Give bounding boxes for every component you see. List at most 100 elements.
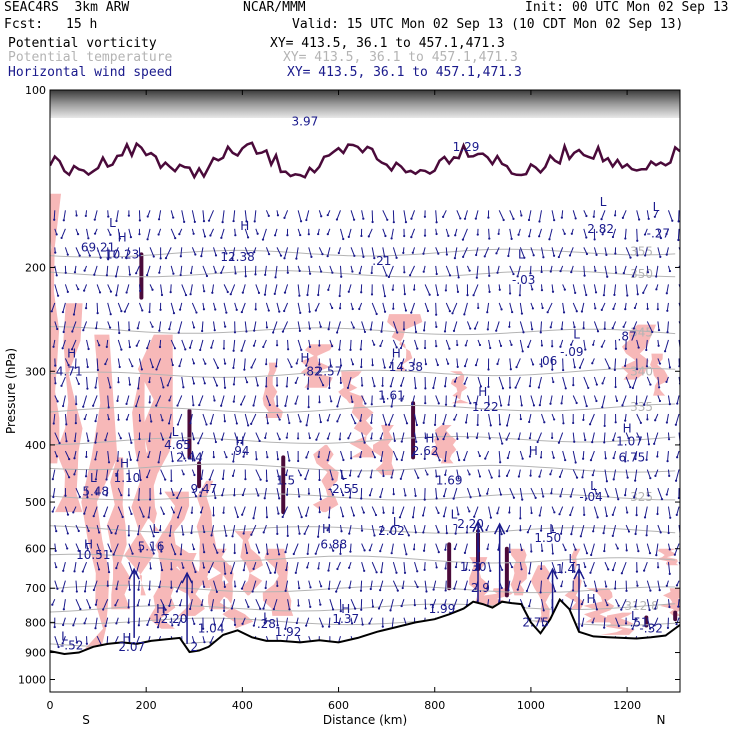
wind-vector-head [392, 493, 395, 496]
wind-vector-head [549, 270, 552, 273]
wind-vector-head [668, 403, 671, 406]
wind-vector-head [328, 625, 331, 628]
wind-vector-head [129, 236, 133, 239]
wind-vector [86, 247, 91, 256]
wind-vector-head [294, 571, 297, 574]
wind-vector-head [336, 405, 339, 408]
wind-vector-head [241, 513, 244, 516]
wind-vector-head [461, 238, 465, 241]
wind-vector [190, 265, 193, 274]
wind-vector-head [611, 327, 614, 330]
wind-vector-head [319, 498, 322, 501]
wind-vector-head [444, 289, 447, 292]
wind-vector-head [331, 608, 335, 611]
wind-vector-head [178, 233, 181, 236]
wind-vector [54, 284, 59, 296]
wind-vector [456, 284, 459, 292]
wind-vector-head [283, 309, 286, 313]
x-tick-label: 1000 [517, 699, 545, 712]
wind-vector-head [320, 585, 323, 588]
wind-vector [54, 580, 58, 589]
wind-vector [349, 580, 352, 588]
wind-speed-label: 4.65 [164, 438, 191, 452]
wind-vector-head [159, 528, 162, 532]
wind-vector-head [246, 236, 250, 239]
wind-vector [507, 247, 511, 257]
wind-vector [315, 302, 320, 311]
wind-vector [86, 339, 90, 350]
wind-vector-head [442, 515, 446, 518]
wind-vector-head [657, 344, 660, 347]
wind-vector-head [203, 290, 206, 293]
wind-vector-head [250, 533, 253, 536]
wind-vector-head [360, 365, 363, 369]
wind-vector [551, 247, 555, 256]
wind-vector-head [564, 548, 567, 552]
wind-vector-head [574, 548, 577, 551]
wind-vector [178, 321, 183, 333]
wind-vector-head [164, 257, 168, 260]
wind-speed-label: .21 [372, 254, 391, 268]
wind-vector-head [624, 308, 627, 311]
wind-vector-head [130, 512, 133, 516]
wind-vector [360, 580, 363, 591]
wind-vector-head [245, 551, 249, 555]
wind-vector-head [254, 308, 257, 311]
wind-vector [550, 395, 553, 404]
wind-vector-head [613, 214, 617, 217]
wind-vector [657, 524, 662, 533]
wind-vector [211, 525, 215, 536]
wind-vector [612, 321, 617, 329]
wind-vector [530, 395, 535, 406]
wind-vector [486, 302, 490, 313]
wind-vector-head [190, 591, 194, 594]
wind-vector [96, 247, 102, 258]
wind-vector [202, 525, 205, 533]
wind-vector-head [575, 310, 578, 313]
wind-vector [570, 265, 574, 273]
wind-speed-label: H [623, 421, 632, 435]
wind-vector-head [443, 330, 447, 333]
wind-vector [632, 376, 638, 389]
wind-vector [360, 339, 363, 350]
wind-vector-head [585, 214, 588, 218]
wind-vector-head [422, 252, 425, 255]
wind-vector-head [216, 366, 220, 369]
wind-vector [583, 432, 586, 441]
wind-vector [464, 358, 468, 367]
y-tick-label: 1000 [18, 674, 46, 687]
wind-vector [361, 617, 364, 625]
wind-vector [583, 247, 588, 255]
wind-vector-head [645, 458, 648, 461]
wind-vector [667, 432, 670, 440]
wind-vector-head [473, 515, 476, 518]
wind-vector-head [402, 251, 405, 254]
wind-vector-head [452, 497, 455, 500]
wind-vector-head [252, 624, 255, 627]
wind-vector-head [276, 404, 279, 408]
wind-vector-head [213, 399, 216, 402]
wind-vector-head [213, 623, 216, 626]
wind-vector [336, 321, 341, 333]
wind-vector-head [488, 437, 491, 440]
wind-vector-head [149, 567, 152, 570]
wind-vector [231, 599, 236, 609]
wind-vector-head [116, 459, 119, 463]
wind-vector [465, 413, 468, 423]
wind-vector-head [308, 345, 312, 348]
wind-vector [350, 210, 355, 220]
wind-vector-head [298, 495, 301, 498]
wind-vector-head [404, 309, 408, 312]
wind-vector-head [407, 534, 410, 537]
wind-vector-head [138, 219, 141, 222]
wind-vector [667, 321, 669, 333]
wind-vector-head [657, 328, 661, 332]
wind-vector-head [369, 587, 372, 591]
wind-vector [181, 210, 185, 222]
theta-contour-label: 335 [630, 400, 653, 414]
wind-vector [83, 284, 88, 291]
wind-vector [445, 525, 448, 534]
wind-vector [230, 284, 236, 295]
wind-vector [604, 450, 607, 459]
